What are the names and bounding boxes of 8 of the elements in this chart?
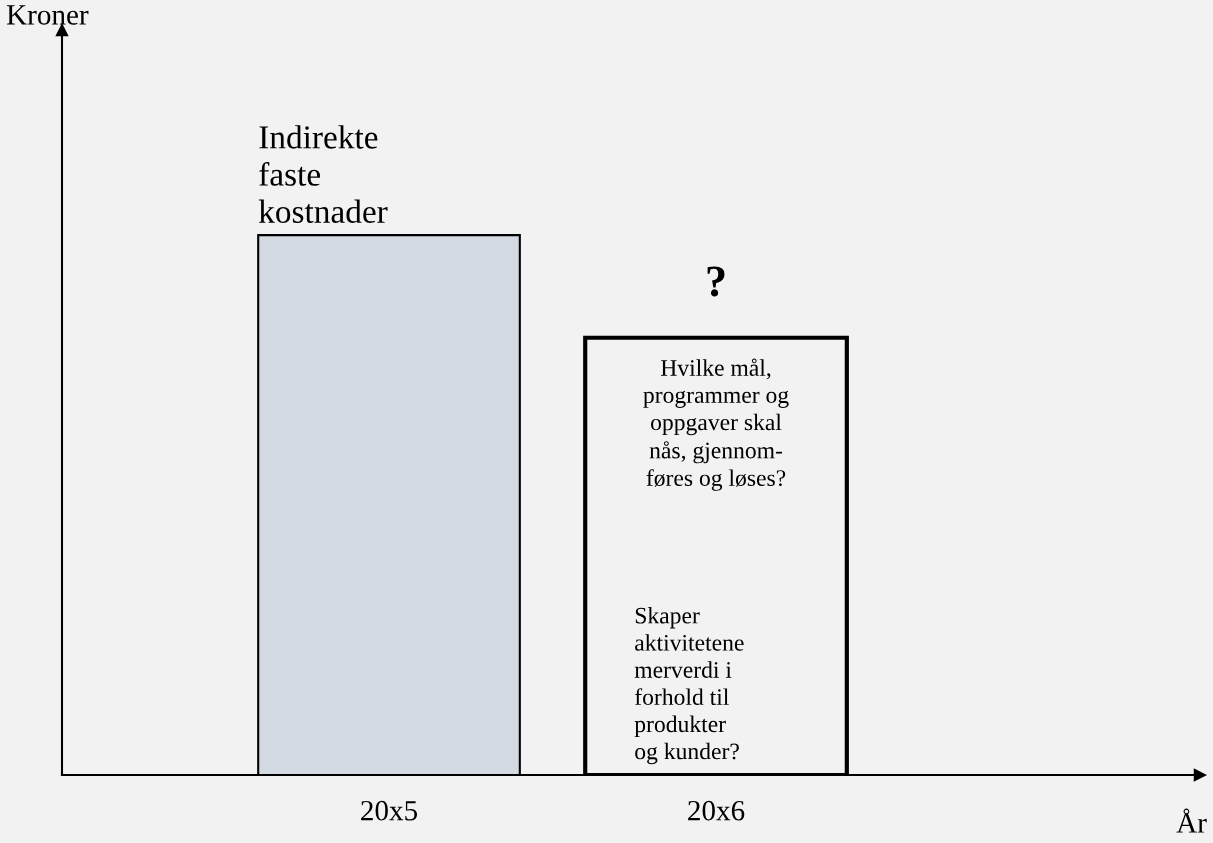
annotation: ?	[707, 266, 725, 297]
annotation: Skaper aktivitetene merverdi i forhold til produkter og kunder?	[634, 606, 744, 765]
annotation: Hvilke mål, programmer og oppgaver skal nås, gjennom- føres og løses?	[643, 358, 789, 491]
x-tick-label: 20x6	[688, 800, 745, 821]
text: Kroner	[6, 5, 89, 25]
annotation: Indirekte faste kostnader	[258, 125, 388, 223]
x-tick-label: 20x5	[361, 800, 418, 821]
text: År	[1176, 808, 1207, 833]
